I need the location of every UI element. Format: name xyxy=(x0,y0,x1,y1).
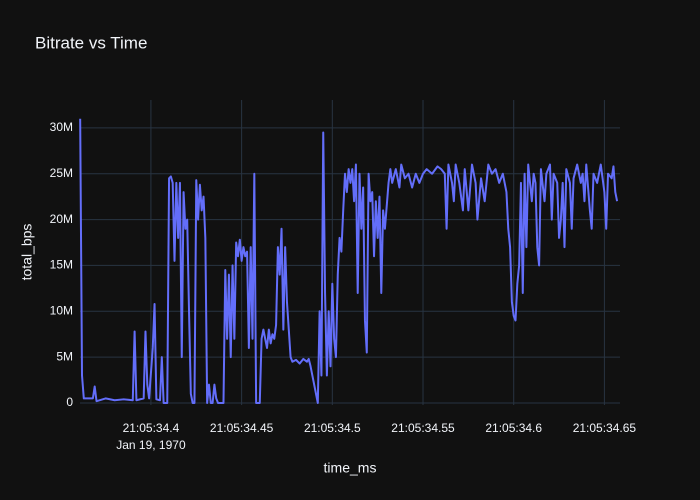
y-axis-title: total_bps xyxy=(19,224,35,281)
data-line xyxy=(79,118,619,404)
y-tick-label: 20M xyxy=(50,212,73,226)
x-tick-label: 21:05:34.6 xyxy=(485,421,542,435)
x-tick-label: 21:05:34.65 xyxy=(573,421,637,435)
x-date-label: Jan 19, 1970 xyxy=(116,438,186,452)
x-tick-label: 21:05:34.45 xyxy=(210,421,274,435)
y-tick-label: 0 xyxy=(66,395,73,409)
x-tick-label: 21:05:34.55 xyxy=(391,421,455,435)
y-tick-label: 30M xyxy=(50,120,73,134)
y-tick-label: 15M xyxy=(50,258,73,272)
x-tick-label: 21:05:34.4 xyxy=(123,421,180,435)
y-tick-label: 5M xyxy=(56,349,73,363)
y-tick-label: 10M xyxy=(50,303,73,317)
x-axis-title: time_ms xyxy=(324,460,377,476)
y-tick-label: 25M xyxy=(50,166,73,180)
x-tick-label: 21:05:34.5 xyxy=(304,421,361,435)
chart-title: Bitrate vs Time xyxy=(35,33,147,52)
